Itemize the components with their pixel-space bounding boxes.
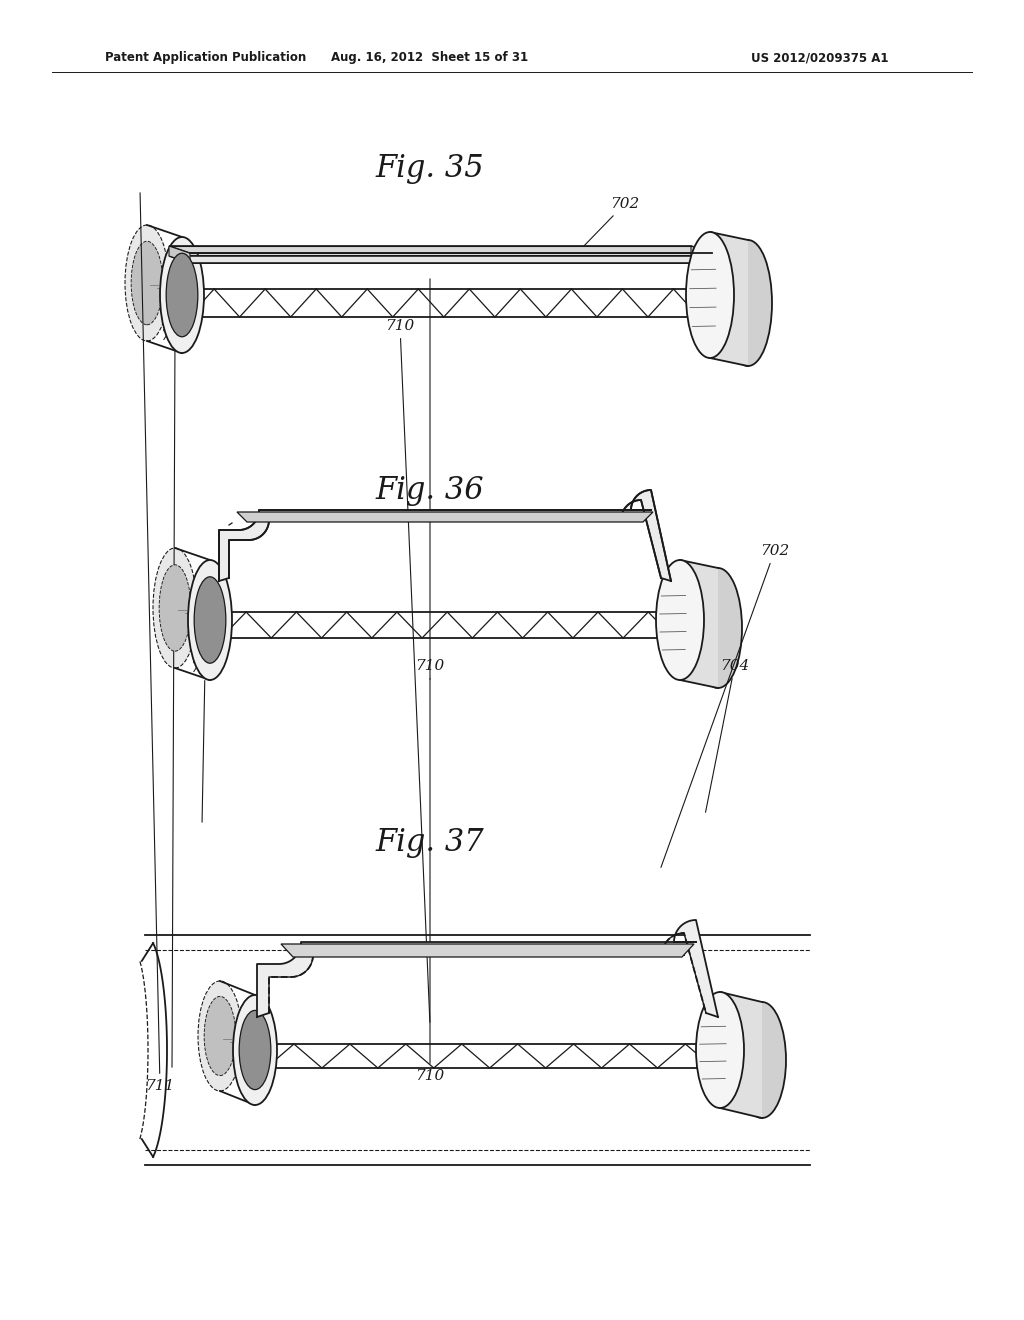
Polygon shape bbox=[710, 232, 748, 366]
Text: 706: 706 bbox=[190, 661, 219, 822]
Text: 704: 704 bbox=[706, 659, 750, 812]
Ellipse shape bbox=[131, 242, 163, 325]
Ellipse shape bbox=[153, 548, 197, 668]
Polygon shape bbox=[257, 920, 718, 1016]
Text: 702: 702 bbox=[660, 544, 790, 867]
Ellipse shape bbox=[204, 997, 236, 1076]
Polygon shape bbox=[720, 993, 762, 1118]
Ellipse shape bbox=[233, 995, 278, 1105]
Polygon shape bbox=[219, 490, 671, 581]
Polygon shape bbox=[169, 256, 712, 263]
Text: 710: 710 bbox=[385, 319, 430, 1022]
Text: Fig. 36: Fig. 36 bbox=[376, 474, 484, 506]
Polygon shape bbox=[237, 512, 653, 521]
Ellipse shape bbox=[166, 253, 198, 337]
Text: Aug. 16, 2012  Sheet 15 of 31: Aug. 16, 2012 Sheet 15 of 31 bbox=[332, 51, 528, 65]
Ellipse shape bbox=[159, 565, 190, 651]
Polygon shape bbox=[691, 246, 712, 263]
Text: 710: 710 bbox=[416, 659, 444, 680]
Ellipse shape bbox=[738, 1002, 786, 1118]
Text: Fig. 35: Fig. 35 bbox=[376, 153, 484, 183]
Ellipse shape bbox=[198, 981, 242, 1092]
Ellipse shape bbox=[696, 993, 744, 1107]
Polygon shape bbox=[169, 246, 712, 253]
Text: 710: 710 bbox=[416, 279, 444, 1082]
Ellipse shape bbox=[656, 560, 705, 680]
Ellipse shape bbox=[160, 238, 204, 352]
Ellipse shape bbox=[694, 568, 742, 688]
Text: 702: 702 bbox=[582, 197, 639, 248]
Text: Fig. 37: Fig. 37 bbox=[376, 826, 484, 858]
Text: US 2012/0209375 A1: US 2012/0209375 A1 bbox=[752, 51, 889, 65]
Text: Patent Application Publication: Patent Application Publication bbox=[105, 51, 306, 65]
Ellipse shape bbox=[195, 577, 226, 663]
Polygon shape bbox=[169, 246, 190, 263]
Text: 711: 711 bbox=[140, 193, 175, 1093]
Ellipse shape bbox=[686, 232, 734, 358]
Text: 706: 706 bbox=[161, 329, 189, 1068]
Ellipse shape bbox=[188, 560, 232, 680]
Ellipse shape bbox=[125, 224, 169, 341]
Polygon shape bbox=[281, 944, 694, 957]
Ellipse shape bbox=[724, 240, 772, 366]
Polygon shape bbox=[680, 560, 718, 688]
Ellipse shape bbox=[240, 1010, 270, 1089]
